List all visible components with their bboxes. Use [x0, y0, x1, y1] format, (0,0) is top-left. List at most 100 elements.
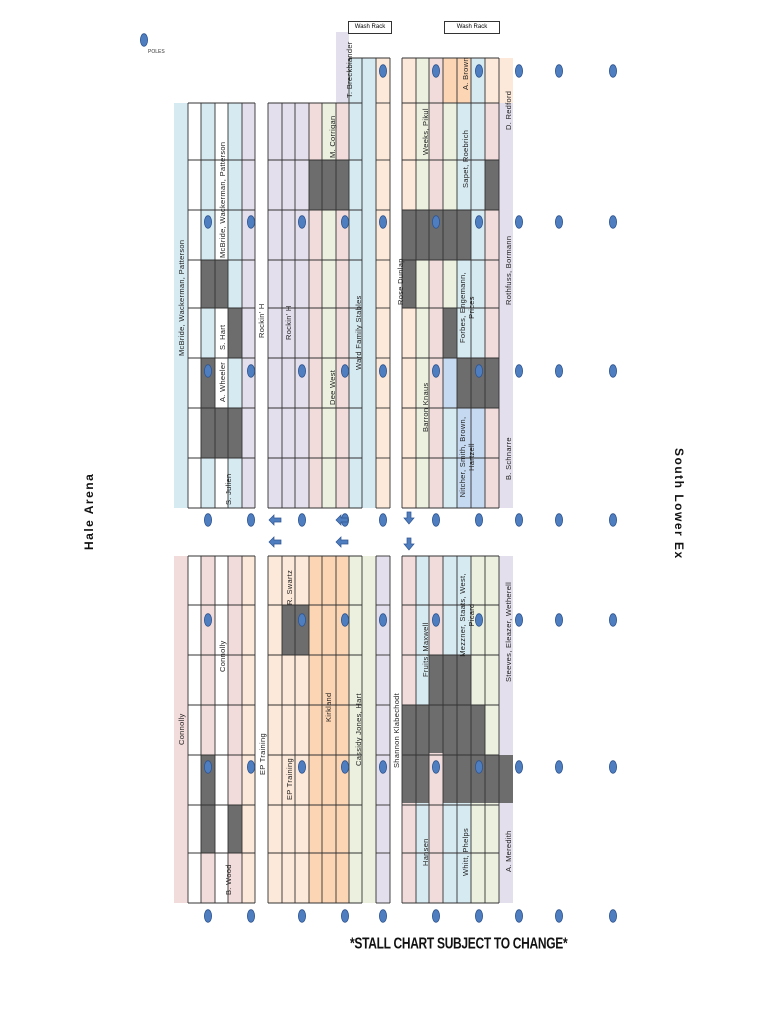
stall-column-top: [349, 103, 362, 508]
wash-rack-label: Wash Rack: [348, 21, 392, 34]
arrow-left-icon: [268, 536, 282, 548]
arrow-left-icon: [335, 536, 349, 548]
stall-column-top: [416, 103, 429, 508]
stall-column-bottom: [268, 556, 282, 903]
stall-column-bottom: [499, 556, 513, 903]
pole-icon: [203, 513, 212, 527]
blocked-stall: [228, 308, 242, 358]
pole-icon: [515, 909, 524, 923]
pole-icon: [246, 513, 255, 527]
stall-column-top: [362, 58, 376, 103]
pole-icon: [609, 760, 618, 774]
stall-label: Kirkland: [324, 692, 333, 723]
stall-label: S. Hart: [218, 324, 227, 350]
blocked-stall: [457, 655, 471, 803]
pole-icon: [203, 364, 212, 378]
pole-icon: [297, 909, 306, 923]
blocked-stall: [215, 260, 228, 308]
pole-icon: [431, 364, 440, 378]
blocked-stall: [402, 705, 416, 803]
pole-icon: [474, 613, 483, 627]
stall-column-bottom: [485, 556, 499, 903]
stall-column-top: [174, 103, 188, 508]
pole-icon: [246, 364, 255, 378]
stall-label: Mezzner, Staats, West, Picard: [458, 573, 476, 657]
blocked-stall: [322, 160, 336, 210]
pole-icon: [378, 513, 387, 527]
stall-label: Ward Family Stables: [354, 295, 363, 370]
stall-label: McBride, Wackerman, Patterson: [218, 141, 227, 258]
stall-label: B. Schnarre: [504, 437, 513, 480]
pole-icon: [203, 760, 212, 774]
blocked-stall: [485, 358, 499, 408]
stall-label: B. Wood: [224, 864, 233, 895]
blocked-stall: [471, 705, 485, 803]
stall-column-top: [242, 103, 255, 508]
stall-label: Barron Knaus: [421, 382, 430, 432]
pole-icon: [474, 215, 483, 229]
blocked-stall: [499, 755, 513, 803]
stall-label: Rockin' H: [284, 305, 293, 340]
stall-label: Connolly: [218, 640, 227, 672]
stall-label: Dee West: [328, 369, 337, 405]
pole-icon: [515, 215, 524, 229]
stall-label: A. Wheeler: [218, 361, 227, 402]
stall-label: Sapet, Roebrich: [461, 129, 470, 188]
stall-label: Rockin' H: [257, 303, 266, 338]
pole-icon: [297, 613, 306, 627]
pole-icon: [340, 215, 349, 229]
pole-icon: [474, 364, 483, 378]
stall-label: Steeves, Eleazer, Wetherell: [504, 581, 513, 682]
pole-icon: [474, 909, 483, 923]
stall-label: R. Swartz: [285, 569, 294, 605]
stall-column-bottom: [215, 556, 228, 903]
pole-icon: [555, 364, 564, 378]
stall-column-bottom: [376, 556, 390, 903]
stall-column-top: [485, 58, 499, 103]
blocked-stall: [443, 308, 457, 358]
stall-label: EP Training: [285, 758, 294, 800]
blocked-stall: [443, 210, 457, 260]
stall-column-bottom: [188, 556, 201, 903]
pole-icon: [203, 909, 212, 923]
arrow-down-icon: [403, 511, 415, 525]
pole-icon: [378, 215, 387, 229]
blocked-stall: [485, 160, 499, 210]
arrow-down-icon: [403, 537, 415, 551]
stall-column-top: [362, 103, 376, 508]
blocked-stall: [282, 605, 295, 655]
pole-icon: [515, 513, 524, 527]
blocked-stall: [228, 805, 242, 853]
stall-column-bottom: [362, 556, 376, 903]
stall-column-bottom: [322, 556, 336, 903]
stall-column-top: [499, 58, 513, 103]
blocked-stall: [416, 210, 429, 260]
pole-icon: [297, 215, 306, 229]
pole-icon: [297, 760, 306, 774]
pole-icon: [474, 64, 483, 78]
pole-icon: [609, 909, 618, 923]
pole-icon: [378, 364, 387, 378]
stall-column-bottom: [174, 556, 188, 903]
blocked-stall: [416, 705, 429, 803]
pole-icon: [431, 909, 440, 923]
stall-label: Fruits, Maxwell: [421, 622, 430, 677]
stall-column-top: [282, 103, 295, 508]
stall-label: Nitcher, Smith, Brown, Hartzell: [458, 416, 476, 498]
stall-column-top: [402, 58, 416, 103]
stall-label: Hansen: [421, 838, 430, 866]
pole-icon: [555, 513, 564, 527]
pole-icon: [297, 364, 306, 378]
stall-label: A. Meredith: [504, 830, 513, 872]
pole-icon: [378, 909, 387, 923]
stall-label: Forbes, Engemann, Prices: [458, 272, 476, 343]
blocked-stall: [215, 408, 228, 458]
stall-column-bottom: [242, 556, 255, 903]
pole-icon: [340, 760, 349, 774]
stall-label: Whitt, Phelps: [461, 827, 470, 876]
pole-icon: [340, 364, 349, 378]
pole-icon: [431, 760, 440, 774]
stall-column-bottom: [349, 556, 362, 903]
blocked-stall: [201, 408, 215, 458]
stall-label: Rose Dunlap: [396, 258, 405, 305]
